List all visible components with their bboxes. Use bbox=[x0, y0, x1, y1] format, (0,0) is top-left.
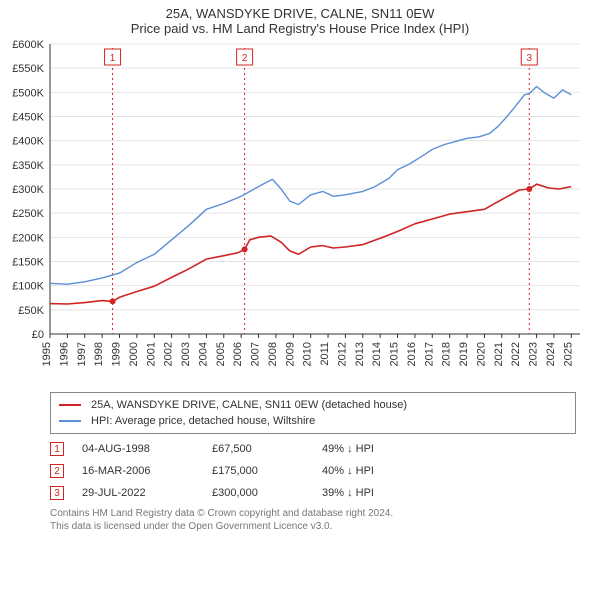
marker-hpi: 40% ↓ HPI bbox=[322, 465, 442, 477]
svg-text:2013: 2013 bbox=[354, 342, 366, 366]
svg-text:1995: 1995 bbox=[41, 342, 53, 366]
svg-text:2021: 2021 bbox=[493, 342, 505, 366]
svg-text:2000: 2000 bbox=[128, 342, 140, 366]
svg-text:£300K: £300K bbox=[12, 184, 44, 196]
legend: 25A, WANSDYKE DRIVE, CALNE, SN11 0EW (de… bbox=[50, 392, 576, 434]
marker-hpi: 39% ↓ HPI bbox=[322, 487, 442, 499]
svg-text:2018: 2018 bbox=[441, 342, 453, 366]
svg-text:2011: 2011 bbox=[319, 342, 331, 366]
marker-date: 04-AUG-1998 bbox=[82, 443, 212, 455]
svg-text:3: 3 bbox=[526, 53, 532, 64]
marker-badge-icon: 2 bbox=[50, 464, 64, 478]
svg-text:2014: 2014 bbox=[371, 342, 383, 366]
legend-swatch-hpi bbox=[59, 420, 81, 422]
svg-text:1: 1 bbox=[110, 53, 116, 64]
svg-text:£250K: £250K bbox=[12, 208, 44, 220]
marker-row: 1 04-AUG-1998 £67,500 49% ↓ HPI bbox=[50, 438, 576, 460]
svg-text:2015: 2015 bbox=[389, 342, 401, 366]
chart-titles: 25A, WANSDYKE DRIVE, CALNE, SN11 0EW Pri… bbox=[0, 0, 600, 36]
svg-text:2007: 2007 bbox=[250, 342, 262, 366]
svg-text:2023: 2023 bbox=[528, 342, 540, 366]
svg-text:2012: 2012 bbox=[336, 342, 348, 366]
footer-line-2: This data is licensed under the Open Gov… bbox=[50, 521, 590, 534]
marker-badge-icon: 3 bbox=[50, 486, 64, 500]
svg-text:£150K: £150K bbox=[12, 257, 44, 269]
marker-price: £67,500 bbox=[212, 443, 322, 455]
footer-line-1: Contains HM Land Registry data © Crown c… bbox=[50, 508, 590, 521]
legend-swatch-price bbox=[59, 404, 81, 406]
svg-text:£200K: £200K bbox=[12, 232, 44, 244]
svg-text:2020: 2020 bbox=[475, 342, 487, 366]
svg-text:2: 2 bbox=[242, 53, 248, 64]
svg-text:2019: 2019 bbox=[458, 342, 470, 366]
svg-text:2006: 2006 bbox=[232, 342, 244, 366]
legend-label: HPI: Average price, detached house, Wilt… bbox=[91, 415, 315, 427]
svg-text:£600K: £600K bbox=[12, 39, 44, 51]
svg-text:1997: 1997 bbox=[76, 342, 88, 366]
marker-price: £175,000 bbox=[212, 465, 322, 477]
svg-text:2017: 2017 bbox=[423, 342, 435, 366]
marker-date: 16-MAR-2006 bbox=[82, 465, 212, 477]
legend-item: HPI: Average price, detached house, Wilt… bbox=[59, 413, 567, 429]
svg-text:£0: £0 bbox=[32, 329, 44, 341]
svg-text:£550K: £550K bbox=[12, 63, 44, 75]
price-hpi-chart: £0 £50K £100K £150K £200K £250K £300K £350K £400… bbox=[0, 36, 600, 386]
marker-row: 2 16-MAR-2006 £175,000 40% ↓ HPI bbox=[50, 460, 576, 482]
svg-text:2003: 2003 bbox=[180, 342, 192, 366]
marker-date: 29-JUL-2022 bbox=[82, 487, 212, 499]
marker-table: 1 04-AUG-1998 £67,500 49% ↓ HPI 2 16-MAR… bbox=[50, 438, 576, 504]
title-line-1: 25A, WANSDYKE DRIVE, CALNE, SN11 0EW bbox=[0, 6, 600, 21]
svg-text:2008: 2008 bbox=[267, 342, 279, 366]
svg-text:2002: 2002 bbox=[163, 342, 175, 366]
svg-text:2025: 2025 bbox=[562, 342, 574, 366]
svg-text:£350K: £350K bbox=[12, 160, 44, 172]
svg-text:2010: 2010 bbox=[302, 342, 314, 366]
svg-text:1996: 1996 bbox=[58, 342, 70, 366]
svg-text:£50K: £50K bbox=[18, 305, 44, 317]
legend-label: 25A, WANSDYKE DRIVE, CALNE, SN11 0EW (de… bbox=[91, 399, 407, 411]
svg-text:1999: 1999 bbox=[111, 342, 123, 366]
svg-text:£100K: £100K bbox=[12, 281, 44, 293]
marker-row: 3 29-JUL-2022 £300,000 39% ↓ HPI bbox=[50, 482, 576, 504]
svg-text:2001: 2001 bbox=[145, 342, 157, 366]
svg-text:2004: 2004 bbox=[197, 342, 209, 366]
marker-hpi: 49% ↓ HPI bbox=[322, 443, 442, 455]
svg-text:£400K: £400K bbox=[12, 136, 44, 148]
marker-badge-icon: 1 bbox=[50, 442, 64, 456]
svg-text:1998: 1998 bbox=[93, 342, 105, 366]
svg-text:£500K: £500K bbox=[12, 87, 44, 99]
svg-text:£450K: £450K bbox=[12, 112, 44, 124]
footer-attribution: Contains HM Land Registry data © Crown c… bbox=[50, 508, 590, 533]
legend-item: 25A, WANSDYKE DRIVE, CALNE, SN11 0EW (de… bbox=[59, 397, 567, 413]
svg-text:2016: 2016 bbox=[406, 342, 418, 366]
title-line-2: Price paid vs. HM Land Registry's House … bbox=[0, 21, 600, 36]
marker-price: £300,000 bbox=[212, 487, 322, 499]
svg-text:2009: 2009 bbox=[284, 342, 296, 366]
svg-text:2022: 2022 bbox=[510, 342, 522, 366]
svg-text:2005: 2005 bbox=[215, 342, 227, 366]
svg-text:2024: 2024 bbox=[545, 342, 557, 366]
